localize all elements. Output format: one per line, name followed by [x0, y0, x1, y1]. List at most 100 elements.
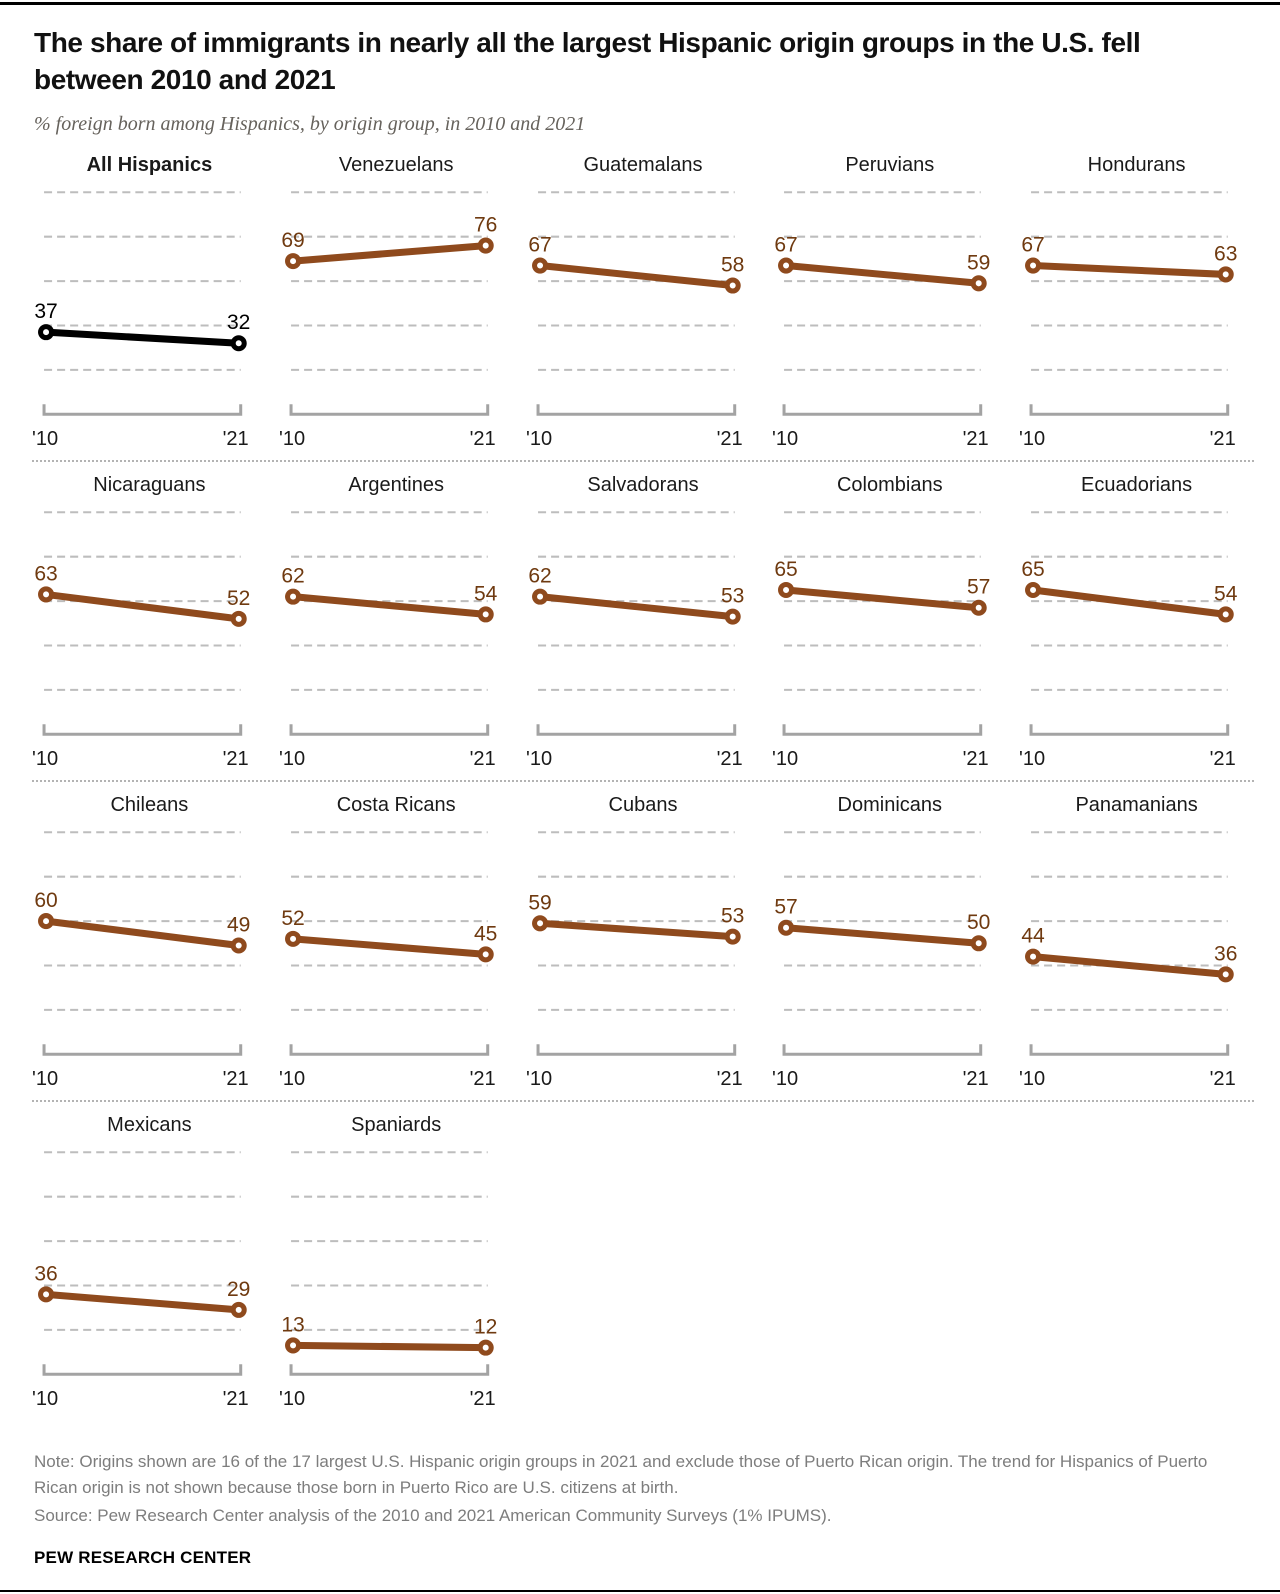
- footer-spacer: [34, 1568, 1246, 1590]
- axis-label-2010: '10: [32, 428, 58, 450]
- source-text: Source: Pew Research Center analysis of …: [34, 1506, 832, 1526]
- slope-chart: 65 57 '10 '21: [772, 511, 991, 770]
- chart-title: Ecuadorians: [1081, 473, 1193, 496]
- axis-bracket: [42, 1044, 243, 1056]
- axis-label-2010: '10: [32, 1388, 58, 1410]
- point-marker-2010: [1025, 581, 1042, 598]
- point-marker-2021: [477, 946, 494, 963]
- axis-bracket: [289, 1363, 490, 1376]
- chart-cell: Spaniards 13 12 '10 '21: [279, 1104, 514, 1415]
- axis-label-2010: '10: [279, 748, 305, 770]
- point-marker-2010: [531, 257, 548, 274]
- point-marker-2010: [284, 588, 301, 605]
- axis-label-2021: '21: [469, 1388, 495, 1410]
- slope-chart: 67 63 '10 '21: [1019, 191, 1238, 450]
- axis-label-2021: '21: [469, 428, 495, 450]
- value-label-2021: 36: [1214, 942, 1237, 965]
- top-rule: [0, 2, 1280, 5]
- slope-chart: 62 53 '10 '21: [526, 511, 744, 770]
- chart-title: Dominicans: [837, 793, 943, 816]
- axis-label-2010: '10: [772, 748, 798, 770]
- point-marker-2021: [1217, 606, 1234, 623]
- chart-cell: Argentines 62 54 '10 '21: [279, 464, 514, 775]
- slope-line: [45, 590, 240, 623]
- value-label-2010: 67: [1022, 233, 1045, 256]
- point-marker-2010: [284, 1337, 301, 1354]
- axis-label-2010: '10: [526, 428, 552, 450]
- value-label-2021: 59: [967, 251, 990, 274]
- axis-label-2021: '21: [1210, 428, 1236, 450]
- slope-line: [539, 261, 733, 289]
- chart-subtitle: % foreign born among Hispanics, by origi…: [34, 112, 586, 135]
- value-label-2010: 67: [775, 233, 798, 256]
- axis-bracket: [289, 404, 490, 416]
- chart-title: Colombians: [836, 473, 943, 496]
- chart-cell: Mexicans 36 29 '10 '21: [32, 1104, 267, 1415]
- axis-label-2021: '21: [223, 1068, 249, 1090]
- point-marker-2021: [971, 935, 988, 952]
- axis-label-2010: '10: [279, 1388, 305, 1410]
- chart-title: Costa Ricans: [336, 793, 456, 816]
- slope-chart: 36 29 '10 '21: [32, 1151, 250, 1410]
- axis-bracket: [536, 404, 736, 416]
- point-marker-2021: [1217, 966, 1234, 983]
- slope-line: [1032, 586, 1227, 618]
- chart-cell: Dominicans 57 50 '10 '21: [772, 784, 1007, 1095]
- brand-wordmark: PEW RESEARCH CENTER: [34, 1547, 252, 1567]
- point-marker-2010: [284, 252, 301, 270]
- chart-cell: Peruvians 67 59 '10 '21: [772, 144, 1007, 455]
- chart-cell: Nicaraguans 63 52 '10 '21: [32, 464, 267, 775]
- value-label-2010: 57: [775, 895, 798, 918]
- chart-title: Panamanians: [1075, 793, 1198, 816]
- value-label-2021: 45: [474, 922, 497, 945]
- value-label-2021: 53: [721, 904, 744, 927]
- chart-cell: All Hispanics 37 32 '10 '21: [32, 144, 267, 455]
- slope-chart: 59 53 '10 '21: [526, 831, 744, 1090]
- slope-chart: 52 45 '10 '21: [279, 831, 497, 1090]
- axis-label-2010: '10: [526, 748, 552, 770]
- value-label-2021: 54: [1214, 582, 1238, 605]
- slope-line: [45, 1290, 239, 1314]
- chart-cell: Venezuelans 69 76 '10 '21: [279, 144, 514, 455]
- chart-cell: Costa Ricans 52 45 '10 '21: [279, 784, 514, 1095]
- value-label-2021: 76: [474, 213, 497, 236]
- axis-label-2010: '10: [772, 1068, 798, 1090]
- slope-chart: 62 54 '10 '21: [279, 511, 497, 770]
- chart-title: Spaniards: [351, 1113, 442, 1136]
- slope-line: [539, 592, 733, 620]
- value-label-2010: 60: [34, 889, 57, 912]
- point-marker-2021: [971, 275, 988, 292]
- axis-bracket: [1029, 1044, 1230, 1056]
- value-label-2021: 52: [227, 587, 250, 610]
- point-marker-2021: [230, 335, 247, 352]
- point-marker-2010: [778, 257, 795, 274]
- slope-chart: 67 59 '10 '21: [772, 191, 991, 450]
- axis-bracket: [1029, 724, 1230, 736]
- point-marker-2010: [284, 930, 301, 947]
- value-label-2010: 67: [528, 233, 551, 256]
- slope-line: [786, 924, 980, 947]
- axis-bracket: [42, 724, 243, 736]
- point-marker-2010: [38, 912, 55, 929]
- point-marker-2021: [230, 610, 247, 627]
- value-label-2021: 49: [227, 913, 250, 936]
- slope-chart: 13 12 '10 '21: [279, 1151, 497, 1410]
- slope-line: [292, 241, 486, 265]
- chart-title: Peruvians: [845, 153, 935, 176]
- value-label-2010: 63: [34, 562, 57, 585]
- point-marker-2010: [1025, 948, 1042, 965]
- chart-title: Argentines: [348, 473, 444, 496]
- chart-title: Cubans: [608, 793, 678, 816]
- point-marker-2010: [1025, 257, 1042, 274]
- axis-label-2021: '21: [716, 1068, 742, 1090]
- slope-line: [292, 1341, 486, 1351]
- axis-label-2021: '21: [223, 748, 249, 770]
- chart-cell: Ecuadorians 65 54 '10 '21: [1019, 464, 1254, 775]
- value-label-2021: 57: [967, 576, 990, 599]
- chart-title: Nicaraguans: [93, 473, 206, 496]
- slope-line: [292, 592, 486, 618]
- axis-label-2021: '21: [716, 428, 742, 450]
- axis-label-2021: '21: [716, 748, 742, 770]
- chart-row: Mexicans 36 29 '10 '21 Spaniards 13 12 '10 '21: [32, 1099, 1254, 1415]
- slope-line: [45, 917, 240, 949]
